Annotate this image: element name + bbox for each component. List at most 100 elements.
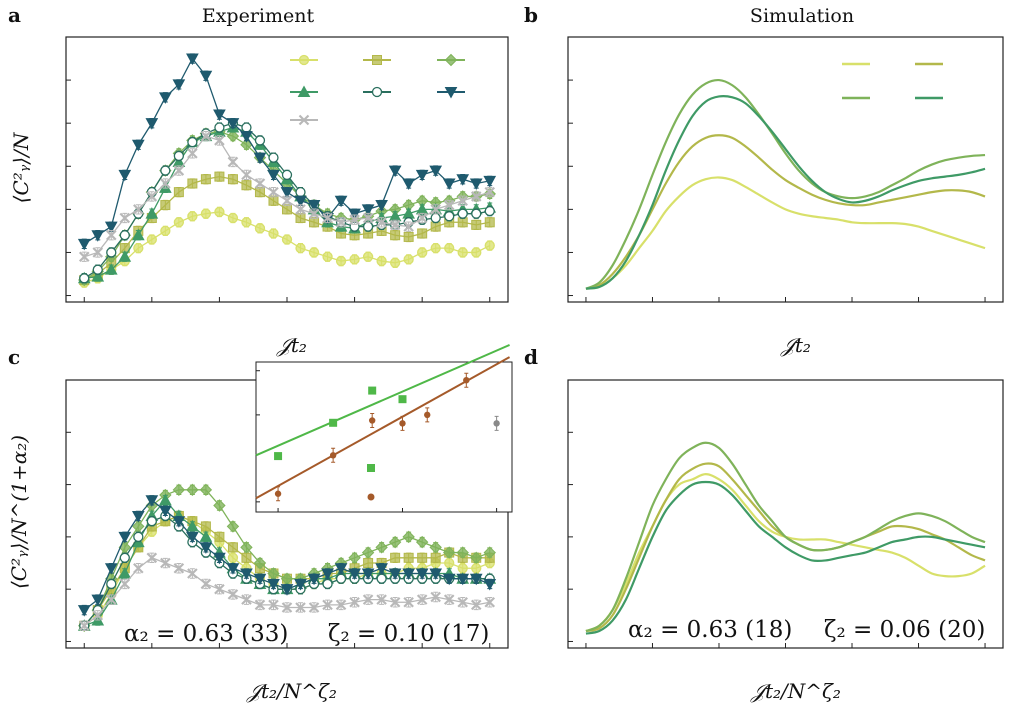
- panel-a-point: [146, 234, 157, 245]
- panel-a-point: [281, 234, 293, 245]
- inset-fit-Sim.: [255, 344, 510, 457]
- panel-c-point: [104, 563, 118, 575]
- panel-c-point: [390, 552, 401, 563]
- inset-expt-point: [368, 417, 376, 424]
- panel-a-legend-marker-25: [297, 85, 311, 97]
- panel-a-point: [444, 211, 455, 222]
- panel-c-point: [160, 557, 171, 569]
- panel-c-point: [267, 578, 280, 591]
- panel-c-point: [241, 594, 252, 605]
- panel-a-point: [160, 165, 171, 176]
- panel-c-point: [172, 516, 186, 528]
- panel-a-point: [227, 212, 239, 224]
- panel-a-point: [430, 204, 441, 215]
- panel-a-point: [160, 200, 171, 211]
- panel-c-point: [442, 546, 456, 559]
- panel-a-point: [200, 174, 211, 185]
- inset-legend-expt-marker: [367, 493, 375, 501]
- panel-a-point: [457, 247, 468, 258]
- panel-a-point: [376, 255, 387, 267]
- panel-c-point: [361, 546, 375, 559]
- panel-c-point: [186, 483, 199, 497]
- panel-c-point: [159, 493, 172, 506]
- panel-c-point: [227, 552, 239, 563]
- panel-a-point: [376, 217, 387, 228]
- panel-a-point: [226, 129, 240, 143]
- panel-c-point: [91, 594, 105, 607]
- panel-a-legend: [290, 53, 465, 126]
- panel-a-point: [118, 169, 132, 182]
- panel-letter-d: d: [524, 345, 538, 369]
- panel-c-point: [322, 578, 333, 590]
- inset-outlier-point: [493, 420, 500, 427]
- panel-a-point: [402, 178, 415, 191]
- panel-a-point: [281, 195, 293, 207]
- panel-c-point: [444, 557, 455, 569]
- panel-a-point: [240, 131, 253, 143]
- panel-a-point: [187, 211, 198, 222]
- panel-b-series-10-line: [585, 176, 986, 290]
- panel-c-point: [227, 589, 239, 600]
- panel-a-point: [403, 231, 414, 242]
- panel-c-point: [363, 558, 374, 569]
- panel-a-point: [131, 139, 145, 152]
- panel-a-point: [429, 165, 443, 178]
- panel-a-point: [91, 230, 105, 242]
- panel-a-series-40-line: [83, 57, 490, 245]
- panel-c-point: [131, 510, 145, 523]
- panel-letter-b: b: [524, 3, 538, 27]
- panel-c-point: [118, 566, 132, 579]
- panel-c-point: [322, 599, 333, 611]
- panel-a-point: [335, 255, 347, 267]
- panel-a-point: [160, 225, 171, 237]
- panel-a-point: [294, 195, 307, 208]
- panel-a-point: [470, 191, 482, 202]
- panel-c-point: [226, 563, 240, 575]
- panel-b-series-15-line: [585, 134, 986, 290]
- panel-c-point: [416, 594, 428, 605]
- panel-c-point: [376, 594, 387, 605]
- panel-a-point: [214, 171, 225, 182]
- panel-c-point: [321, 568, 334, 581]
- panel-c-xlabel: 𝒥t₂/N^ζ₂: [246, 679, 337, 703]
- panel-c-point: [187, 568, 198, 579]
- panel-c-point: [348, 551, 361, 565]
- panel-a-legend-marker-15: [372, 55, 382, 65]
- panel-a-point: [226, 118, 240, 130]
- panel-c-point: [200, 521, 211, 532]
- panel-title-simulation: Simulation: [750, 5, 854, 27]
- panel-letter-a: a: [8, 3, 21, 27]
- panel-a-point: [200, 130, 212, 142]
- panel-a-point: [241, 122, 252, 133]
- panel-c-point: [470, 551, 483, 565]
- panel-a-point: [254, 135, 266, 146]
- panel-a-point: [214, 135, 225, 146]
- panel-d-frame: [567, 379, 1004, 649]
- panel-a-point: [430, 242, 441, 254]
- panel-a-point: [389, 219, 401, 231]
- inset-expt-point: [329, 452, 337, 459]
- panel-a-point: [187, 178, 198, 189]
- panel-a-point: [307, 200, 321, 212]
- panel-a-point: [214, 122, 225, 133]
- panel-a-point: [186, 53, 199, 66]
- panel-letter-c: c: [8, 345, 20, 369]
- panel-c-point: [145, 495, 159, 507]
- panel-c-point: [349, 596, 360, 608]
- panel-c-point: [471, 563, 482, 574]
- panel-a-point: [106, 229, 117, 241]
- panel-c-point: [402, 530, 415, 544]
- inset-expt-point: [424, 411, 431, 419]
- panel-a-point: [227, 156, 239, 168]
- panel-a-point: [280, 187, 294, 199]
- panel-c-point: [133, 531, 144, 543]
- panel-a-point: [145, 207, 159, 219]
- panel-c-point: [200, 578, 212, 590]
- panel-a-point: [483, 175, 497, 188]
- panel-c-point: [308, 602, 320, 613]
- panel-a-legend-marker-20: [444, 53, 458, 67]
- inset-sim-point: [398, 395, 407, 404]
- panel-a-point: [417, 228, 428, 239]
- panel-c-point: [199, 530, 213, 542]
- panel-c-point: [199, 483, 213, 497]
